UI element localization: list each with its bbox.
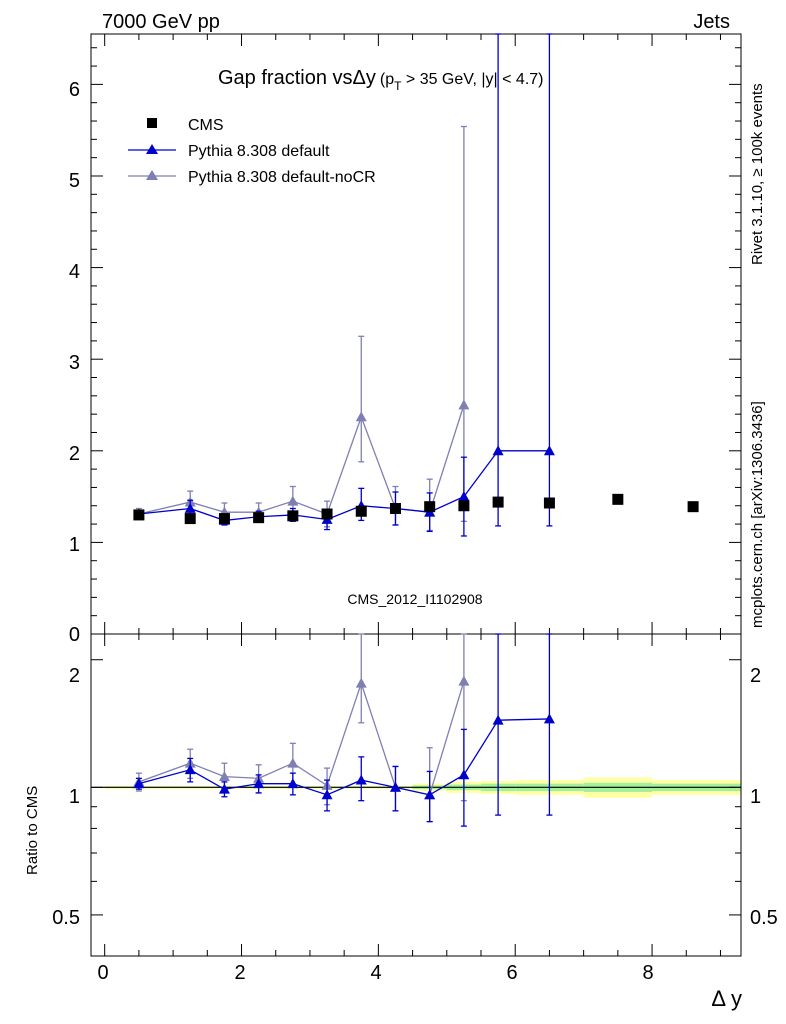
cms-data-point (184, 513, 196, 525)
x-tick-label-4: 4 (370, 962, 381, 984)
pythia-nocr-ratio-point (458, 675, 470, 686)
pythia-default-ratio-point (133, 778, 145, 789)
pythia-default-point (184, 503, 196, 513)
x-tick-label-8: 8 (642, 962, 653, 984)
cms-data-point (424, 501, 436, 513)
pythia-default-point (458, 491, 470, 501)
pythia-default-ratio-line (138, 718, 550, 796)
legend-pythia-nocr-marker (146, 170, 158, 180)
pythia-default-point (492, 445, 504, 456)
cms-data-point (321, 508, 333, 520)
pythia-nocr-ratio-point (355, 677, 367, 688)
pythia-nocr-point (355, 411, 367, 422)
pythia-nocr-point (458, 399, 470, 410)
mcplots-label: mcplots.cern.ch [arXiv:1306.3436] (749, 401, 766, 628)
ratio-tick-label-0.5-right: 0.5 (750, 907, 778, 929)
ratio-panel-ticks (91, 659, 741, 916)
pythia-default-ratio-point (184, 764, 196, 775)
plot-title: Gap fraction vsΔy (pT > 35 GeV, |y| < 4.7… (218, 67, 543, 93)
cms-data-point (458, 500, 470, 512)
rivet-label: Rivet 3.1.10, ≥ 100k events (749, 83, 766, 265)
pythia-default-ratio-point (424, 789, 436, 800)
analysis-watermark: CMS_2012_I1102908 (347, 591, 482, 607)
ratio-panel-frame (90, 633, 742, 957)
pythia-default-point (543, 445, 555, 456)
pythia-nocr-ratio-point (287, 757, 299, 768)
top-panel-ticks (91, 47, 741, 635)
pythia-default-ratio-point (389, 781, 401, 792)
header-left: 7000 GeV pp (102, 11, 220, 33)
ratio-tick-label-0.5-left: 0.5 (52, 907, 80, 929)
y-tick-label-6: 6 (69, 79, 80, 101)
top-y-tick-labels: 0 1 2 3 4 5 6 (69, 79, 80, 646)
header-right: Jets (693, 11, 730, 33)
pythia-nocr-line (138, 404, 465, 515)
cms-data-point (355, 505, 367, 517)
y-tick-label-2: 2 (69, 443, 80, 465)
pythia-nocr-ratio-point (218, 771, 230, 781)
pythia-default-ratio-point (492, 714, 504, 725)
ratio-tick-label-1-right: 1 (750, 786, 761, 808)
cms-data-point (133, 509, 145, 521)
ratio-y-tick-labels: 0.5 1 2 0.5 1 2 (52, 665, 778, 929)
y-tick-label-3: 3 (69, 352, 80, 374)
top-panel-data (133, 33, 699, 537)
legend-pythia-default-marker (146, 144, 158, 154)
legend-pythia-nocr-label: Pythia 8.308 default-noCR (188, 169, 376, 186)
cms-data-point (287, 510, 299, 522)
pythia-default-ratio-point (253, 778, 265, 789)
legend-pythia-default-label: Pythia 8.308 default (188, 143, 330, 160)
cms-data-point (543, 497, 555, 509)
legend-cms-label: CMS (188, 117, 224, 134)
ratio-panel-data (133, 633, 555, 827)
legend-entry-pythia-nocr: Pythia 8.308 default-noCR (128, 169, 376, 186)
pythia-default-ratio-point (321, 789, 333, 800)
ratio-tick-label-1-left: 1 (69, 786, 80, 808)
x-tick-labels: 0 2 4 6 8 (97, 962, 653, 984)
y-tick-label-0: 0 (69, 624, 80, 646)
x-tick-label-2: 2 (234, 962, 245, 984)
ratio-tick-label-2-left: 2 (69, 665, 80, 687)
y-tick-label-4: 4 (69, 261, 80, 283)
legend-cms-marker (147, 118, 157, 128)
cms-data-point (687, 501, 699, 513)
x-tick-label-0: 0 (97, 962, 108, 984)
ratio-uncertainty-band (91, 777, 741, 798)
pythia-default-ratio-point (458, 769, 470, 780)
legend-entry-cms: CMS (147, 117, 224, 134)
legend: CMS Pythia 8.308 default Pythia 8.308 de… (128, 117, 376, 186)
y-tick-label-1: 1 (69, 534, 80, 556)
pythia-default-ratio-point (218, 783, 230, 794)
pythia-default-ratio-point (287, 778, 299, 789)
cms-data-point (218, 513, 230, 525)
pythia-default-ratio-point (543, 713, 555, 724)
x-axis-label: Δ y (711, 986, 742, 1011)
cms-data-point (492, 496, 504, 508)
pythia-default-ratio-point (355, 774, 367, 785)
cms-data-point (612, 493, 624, 505)
x-tick-label-6: 6 (506, 962, 517, 984)
pythia-default-line (138, 450, 550, 522)
ratio-tick-label-2-right: 2 (750, 665, 761, 687)
legend-entry-pythia-default: Pythia 8.308 default (128, 143, 330, 160)
y-tick-label-5: 5 (69, 170, 80, 192)
cms-data-point (253, 512, 265, 524)
pythia-nocr-point (287, 495, 299, 506)
ratio-y-axis-label: Ratio to CMS (24, 786, 41, 875)
cms-data-point (389, 503, 401, 515)
